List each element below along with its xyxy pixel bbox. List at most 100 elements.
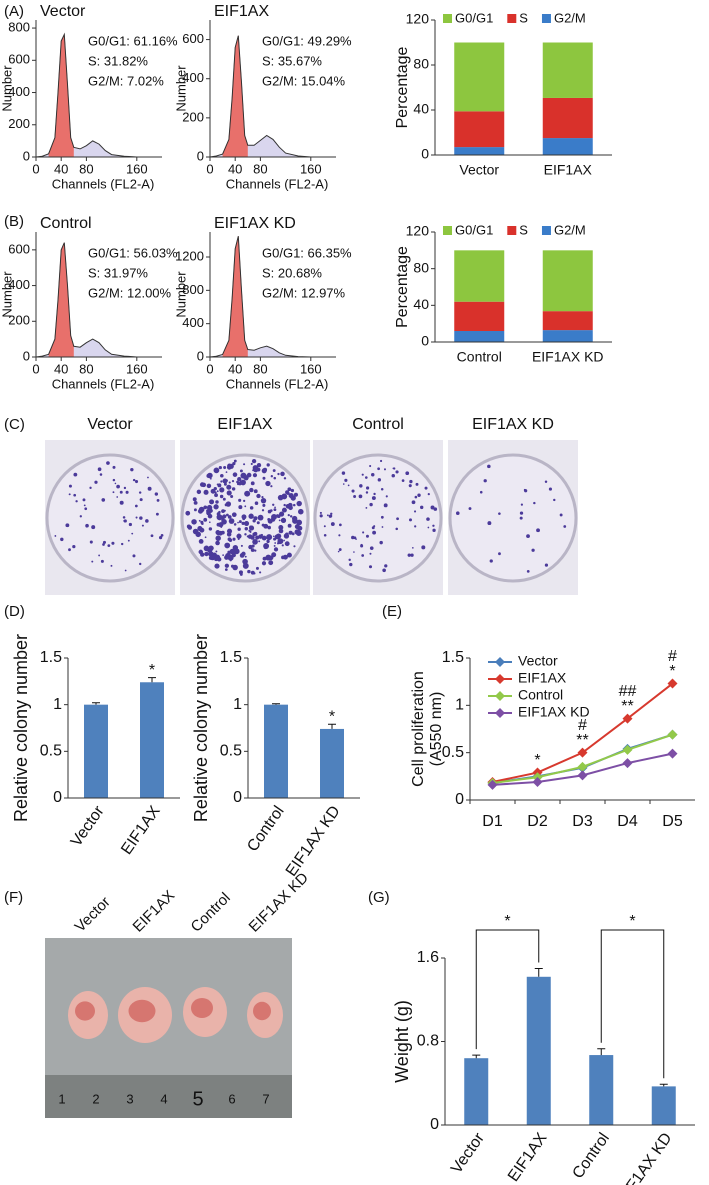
ruler-number: 5 [192, 1088, 203, 1110]
colony [244, 555, 247, 558]
colony [249, 506, 254, 510]
error-bar [472, 1054, 481, 1059]
colony [487, 464, 491, 469]
colony [119, 490, 123, 494]
colony [155, 512, 159, 516]
colony [206, 483, 212, 489]
colony [250, 535, 255, 540]
colony [225, 471, 228, 474]
colony [250, 548, 255, 552]
colony [371, 496, 376, 501]
colony [252, 473, 258, 478]
colony [209, 554, 216, 561]
legend-label: S [519, 10, 528, 25]
colony [280, 517, 287, 523]
colony [377, 478, 382, 482]
colony [227, 515, 232, 519]
colony [489, 559, 493, 563]
colony [216, 522, 221, 527]
colony [233, 459, 237, 463]
colony [215, 540, 220, 546]
colony [116, 484, 120, 489]
significance: * [534, 752, 540, 769]
colony [213, 467, 220, 474]
colony [208, 508, 213, 513]
colony [68, 493, 71, 496]
colony [54, 535, 57, 537]
annotation: G0/G1: 49.29% [262, 33, 352, 48]
histogram-line [209, 236, 311, 358]
colony [223, 482, 227, 486]
colony [97, 467, 102, 472]
colony [427, 493, 430, 496]
colony [337, 550, 340, 553]
legend-marker [495, 691, 505, 701]
colony [145, 519, 149, 523]
colony [206, 509, 210, 513]
colony [368, 565, 373, 569]
colony [274, 506, 276, 509]
colony [120, 542, 124, 546]
x-tick-label: EIF1AX KD [615, 1130, 676, 1185]
bar-segment [542, 311, 593, 331]
significance: * [504, 913, 510, 930]
colony [483, 479, 487, 483]
colony [413, 510, 417, 513]
y-tick-label: 0.5 [442, 744, 464, 761]
colony [415, 482, 419, 486]
colony [365, 486, 370, 490]
colony [224, 568, 228, 571]
bar [526, 976, 551, 1125]
colony [112, 465, 116, 469]
x-tick-label: 160 [126, 161, 148, 176]
y-axis-label: Percentage [394, 246, 411, 328]
x-tick-label: 0 [32, 361, 39, 376]
significance: * [329, 708, 335, 725]
colony [487, 521, 492, 526]
colony [411, 546, 414, 549]
colony [544, 480, 548, 483]
colony [244, 533, 247, 536]
annotation: G2/M: 12.00% [88, 285, 172, 300]
colony [359, 484, 363, 488]
colony [236, 533, 242, 539]
colony [198, 539, 204, 544]
error-bar [328, 723, 336, 729]
colony [268, 560, 274, 566]
colony [215, 550, 218, 553]
colony [326, 514, 329, 517]
bar [264, 704, 288, 798]
colony [252, 519, 256, 523]
marker [667, 748, 678, 759]
colony [236, 480, 239, 484]
x-tick-label: 40 [54, 161, 68, 176]
x-tick-label: 40 [228, 361, 242, 376]
colony [262, 503, 266, 507]
colony [248, 535, 251, 538]
colony [91, 525, 96, 530]
y-tick-label: 0 [197, 348, 204, 363]
colony [283, 533, 290, 539]
colony [498, 552, 501, 556]
colony [377, 467, 380, 471]
colony [248, 513, 254, 519]
annotation: G0/G1: 56.03% [88, 245, 178, 260]
colony [244, 521, 250, 527]
colony [206, 473, 211, 478]
marker [622, 744, 633, 755]
colony [215, 530, 221, 535]
ruler-number: 3 [126, 1091, 133, 1106]
colony [243, 474, 247, 478]
colony [237, 477, 242, 482]
colony [381, 526, 384, 528]
x-axis-label: Channels (FL2-A) [52, 376, 155, 391]
colony [139, 516, 143, 520]
legend-marker [495, 708, 505, 718]
colony [251, 544, 255, 548]
colony [203, 489, 209, 495]
colony [280, 471, 285, 477]
colony [213, 504, 219, 510]
colony [216, 490, 219, 493]
colony [147, 486, 152, 491]
colony [229, 548, 236, 555]
